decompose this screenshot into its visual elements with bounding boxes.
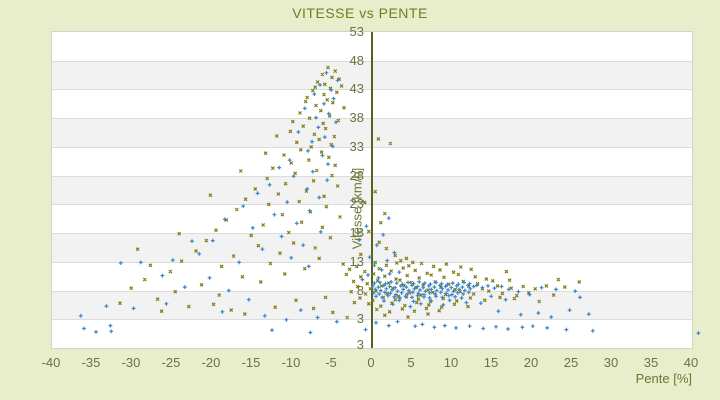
x-tick-label: -10 (281, 355, 301, 370)
series-plus-points (78, 70, 701, 335)
x-tick-label: 30 (603, 355, 619, 370)
series-x-points (118, 65, 582, 320)
y-tick-label: 8 (356, 282, 364, 298)
y-tick-label: 3 (356, 311, 364, 327)
x-tick-label: 20 (523, 355, 539, 370)
x-tick-label: 10 (443, 355, 459, 370)
y-axis-title: Vitesse [km/h] (349, 167, 365, 250)
y-tick-label: 43 (349, 81, 364, 97)
y-tick-label: 38 (349, 110, 364, 126)
y-tick-label: 48 (349, 52, 364, 68)
x-tick-label: -25 (161, 355, 181, 370)
x-tick-label: -40 (41, 355, 61, 370)
x-tick-label: 15 (483, 355, 499, 370)
x-tick-label: 40 (683, 355, 699, 370)
x-tick-label: 0 (367, 355, 375, 370)
x-tick-label: -20 (201, 355, 221, 370)
y-tick-label: 33 (349, 138, 364, 154)
y-tick-label: 28 (349, 167, 364, 183)
y-axis-min-label: 3 (356, 337, 364, 352)
x-tick-label: -35 (81, 355, 101, 370)
plot-area (51, 31, 701, 349)
x-tick-label: 35 (643, 355, 659, 370)
y-tick-label: 53 (349, 24, 364, 39)
x-tick-label: -15 (241, 355, 261, 370)
x-tick-label: 25 (563, 355, 579, 370)
x-tick-label: 5 (407, 355, 415, 370)
y-tick-label: 23 (349, 196, 364, 212)
scatter-points-svg (78, 65, 701, 335)
y-tick-label: 13 (349, 253, 364, 269)
x-tick-label: -30 (121, 355, 141, 370)
y-tick-label: 18 (349, 225, 364, 241)
x-tick-label: -5 (325, 355, 337, 370)
zero-axis-line (371, 32, 373, 348)
x-axis-title: Pente [%] (635, 371, 692, 386)
chart-title: VITESSE vs PENTE (292, 5, 428, 21)
